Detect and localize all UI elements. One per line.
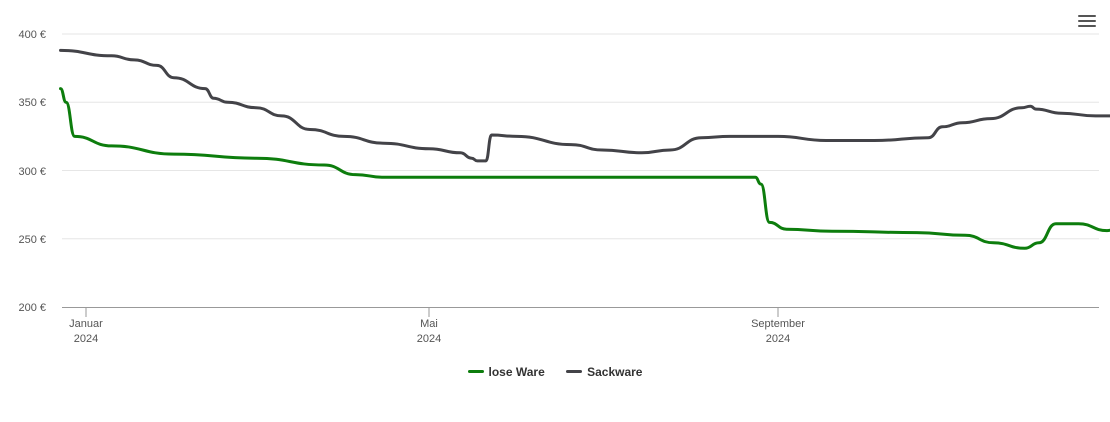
- legend-swatch: [566, 370, 583, 373]
- x-axis-labels: Januar 2024 Mai 2024 September 2024: [69, 318, 805, 345]
- x-tick-year: 2024: [74, 333, 98, 345]
- y-tick-label: 200 €: [18, 302, 46, 314]
- y-tick-label: 400 €: [18, 29, 46, 41]
- x-tick-year: 2024: [766, 333, 790, 345]
- grid-lines: [62, 33, 1099, 240]
- legend-label: lose Ware: [488, 364, 545, 379]
- y-axis-labels: 200 € 250 € 300 € 350 € 400 €: [18, 29, 46, 314]
- hamburger-menu-icon[interactable]: [1077, 12, 1097, 30]
- menu-bar: [1078, 24, 1096, 27]
- legend-item-lose-ware[interactable]: lose Ware: [467, 364, 545, 379]
- x-axis-ticks: [85, 307, 779, 317]
- x-tick-month: Januar: [69, 318, 103, 330]
- y-tick-label: 300 €: [18, 166, 46, 178]
- series-line-sackware[interactable]: [59, 48, 1110, 163]
- x-tick-month: September: [751, 318, 805, 330]
- y-tick-label: 350 €: [18, 97, 46, 109]
- legend-item-sackware[interactable]: Sackware: [566, 365, 642, 379]
- x-tick-year: 2024: [417, 333, 441, 345]
- legend-label: Sackware: [587, 364, 643, 379]
- menu-bar: [1078, 14, 1096, 17]
- series-line-lose-ware[interactable]: [59, 87, 1110, 250]
- x-tick-month: Mai: [420, 318, 438, 330]
- y-tick-label: 250 €: [18, 234, 46, 246]
- legend-swatch: [467, 370, 484, 373]
- legend: lose Ware Sackware: [0, 362, 1110, 379]
- series-lines: [59, 48, 1110, 250]
- menu-bar: [1078, 19, 1096, 22]
